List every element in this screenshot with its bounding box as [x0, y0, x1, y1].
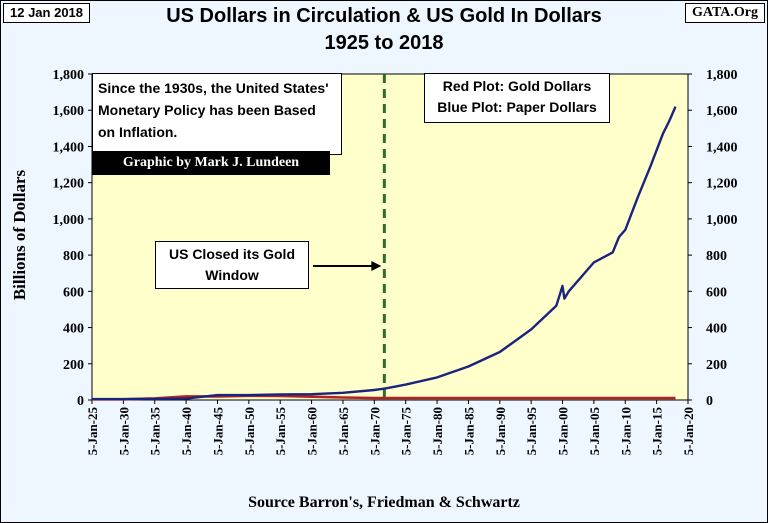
- gold-window-annotation: US Closed its Gold Window: [155, 241, 309, 289]
- y-tick-label-left: 800: [63, 249, 84, 264]
- y-tick-label-right: 800: [706, 249, 727, 264]
- y-tick-label-left: 0: [77, 394, 84, 409]
- y-tick-label-right: 600: [706, 285, 727, 300]
- chart-title: US Dollars in Circulation & US Gold In D…: [120, 3, 648, 57]
- annotation-arrowhead: [371, 261, 382, 271]
- legend-red-entry: Red Plot: Gold Dollars: [442, 78, 592, 94]
- x-tick-label: 5-Jan-35: [148, 407, 163, 456]
- y-tick-label-left: 1,200: [53, 177, 85, 192]
- y-tick-label-right: 1,600: [706, 104, 738, 119]
- policy-note: Since the 1930s, the United States' Mone…: [92, 73, 342, 155]
- x-tick-label: 5-Jan-00: [556, 407, 571, 455]
- y-tick-label-left: 1,400: [53, 140, 85, 155]
- paper-dollars-line: [92, 106, 677, 401]
- y-tick-label-left: 1,800: [53, 68, 85, 83]
- y-tick-label-right: 1,200: [706, 177, 738, 192]
- x-tick-label: 5-Jan-25: [85, 407, 100, 456]
- x-tick-label: 5-Jan-95: [524, 407, 539, 456]
- legend-blue-entry: Blue Plot: Paper Dollars: [437, 99, 597, 115]
- y-tick-label-right: 400: [706, 322, 727, 337]
- x-tick-label: 5-Jan-85: [461, 407, 476, 456]
- x-tick-label: 5-Jan-10: [618, 407, 633, 455]
- x-tick-label: 5-Jan-40: [179, 407, 194, 455]
- title-line-2: 1925 to 2018: [324, 32, 444, 54]
- site-label: GATA.Org: [685, 3, 765, 23]
- x-tick-label: 5-Jan-05: [587, 407, 602, 456]
- y-axis-title: Billions of Dollars: [10, 169, 29, 301]
- x-axis-title: Source Barron's, Friedman & Schwartz: [248, 494, 520, 511]
- x-tick-label: 5-Jan-75: [399, 407, 414, 456]
- y-tick-label-left: 200: [63, 358, 84, 373]
- y-tick-label-right: 1,800: [706, 68, 738, 83]
- x-tick-label: 5-Jan-65: [336, 407, 351, 456]
- y-tick-label-left: 1,000: [53, 213, 85, 228]
- title-line-1: US Dollars in Circulation & US Gold In D…: [166, 5, 602, 27]
- x-tick-label: 5-Jan-60: [305, 407, 320, 455]
- x-tick-label: 5-Jan-50: [242, 407, 257, 455]
- y-tick-label-right: 1,000: [706, 213, 738, 228]
- date-label: 12 Jan 2018: [3, 3, 91, 23]
- y-tick-label-right: 200: [706, 358, 727, 373]
- y-tick-label-left: 400: [63, 322, 84, 337]
- x-tick-label: 5-Jan-45: [210, 407, 225, 456]
- x-tick-label: 5-Jan-20: [681, 407, 696, 455]
- x-tick-label: 5-Jan-80: [430, 407, 445, 455]
- x-tick-label: 5-Jan-30: [116, 407, 131, 455]
- x-tick-label: 5-Jan-70: [367, 407, 382, 455]
- x-tick-label: 5-Jan-55: [273, 407, 288, 456]
- graphic-credit: Graphic by Mark J. Lundeen: [92, 151, 330, 175]
- x-tick-label: 5-Jan-90: [493, 407, 508, 455]
- y-tick-label-right: 0: [706, 394, 713, 409]
- y-tick-label-right: 1,400: [706, 140, 738, 155]
- legend: Red Plot: Gold Dollars Blue Plot: Paper …: [424, 73, 610, 123]
- y-tick-label-left: 600: [63, 285, 84, 300]
- x-tick-label: 5-Jan-15: [650, 407, 665, 456]
- y-tick-label-left: 1,600: [53, 104, 85, 119]
